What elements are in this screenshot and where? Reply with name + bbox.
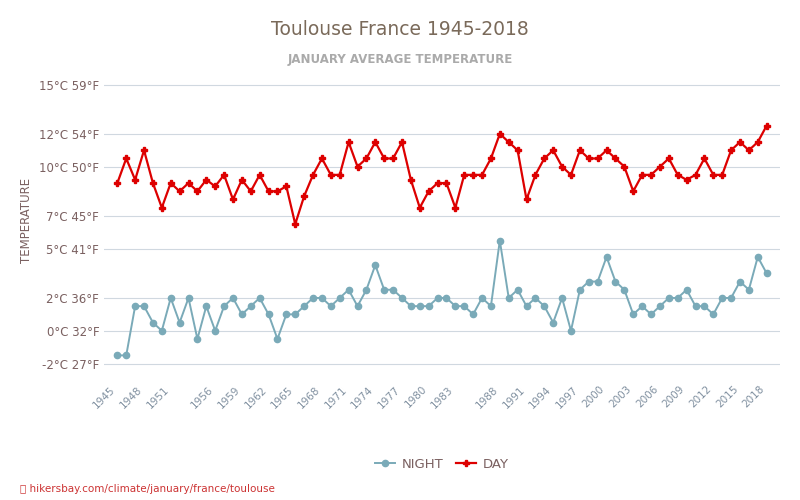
Text: JANUARY AVERAGE TEMPERATURE: JANUARY AVERAGE TEMPERATURE — [287, 52, 513, 66]
Text: Toulouse France 1945-2018: Toulouse France 1945-2018 — [271, 20, 529, 39]
Legend: NIGHT, DAY: NIGHT, DAY — [370, 452, 514, 476]
DAY — [246, 188, 255, 194]
DAY — [709, 172, 718, 178]
DAY — [113, 180, 122, 186]
NIGHT — [255, 295, 265, 301]
NIGHT — [495, 238, 505, 244]
DAY — [290, 221, 300, 227]
DAY — [335, 172, 345, 178]
NIGHT — [709, 312, 718, 318]
Text: ⓘ hikersbay.com/climate/january/france/toulouse: ⓘ hikersbay.com/climate/january/france/t… — [20, 484, 275, 494]
DAY — [486, 156, 496, 162]
Line: NIGHT: NIGHT — [114, 238, 770, 358]
NIGHT — [113, 352, 122, 358]
NIGHT — [468, 312, 478, 318]
Line: DAY: DAY — [114, 122, 770, 227]
DAY — [762, 122, 771, 128]
NIGHT — [326, 303, 336, 309]
NIGHT — [762, 270, 771, 276]
NIGHT — [246, 303, 255, 309]
DAY — [478, 172, 487, 178]
DAY — [255, 172, 265, 178]
Y-axis label: TEMPERATURE: TEMPERATURE — [20, 178, 34, 262]
NIGHT — [478, 295, 487, 301]
